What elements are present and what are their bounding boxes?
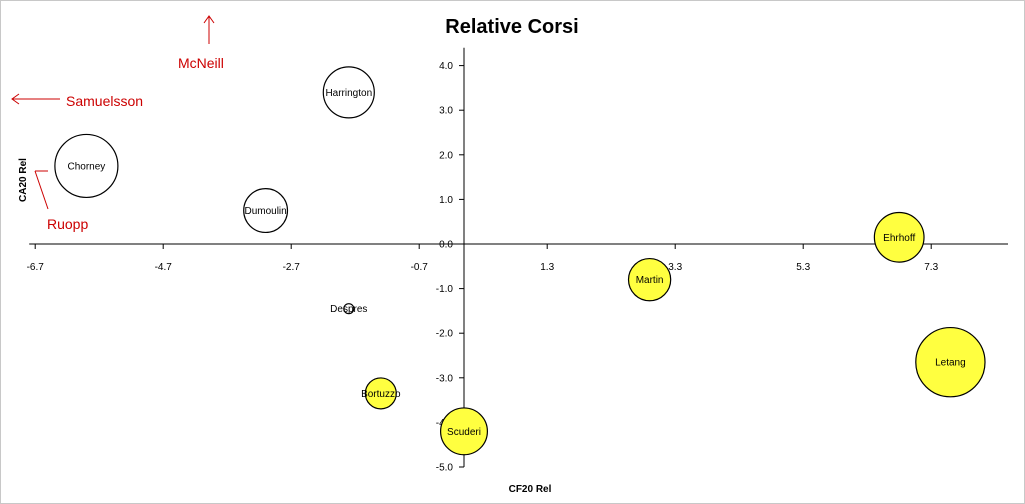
bubble-label: Ehrhoff	[883, 233, 915, 244]
bubbles: Harrington Chorney Dumoulin Despres Bortuzzo…	[54, 66, 986, 456]
x-tick-label: 7.3	[924, 262, 938, 273]
bubble-label: Harrington	[325, 88, 372, 99]
axes: -6.7 -4.7 -2.7 -0.7 1.3 3.3 5.3 7.3 4.0 3.0 2.0 1.0…	[27, 47, 1008, 474]
bubble-circle	[439, 407, 489, 456]
bubble-bortuzzo: Bortuzzo	[361, 377, 401, 410]
x-axis-title: CF20 Rel	[509, 484, 552, 495]
x-tick-label: 1.3	[540, 262, 554, 273]
y-tick-label: 4.0	[439, 61, 453, 72]
x-tick-label: 5.3	[796, 262, 810, 273]
annotation-ruopp: Ruopp	[34, 170, 88, 232]
x-tick-label: -4.7	[155, 262, 173, 273]
bubble-label: Chorney	[67, 161, 105, 172]
bubble-label: Martin	[636, 275, 664, 286]
bubble-circle	[243, 188, 289, 234]
bubble-label: Despres	[330, 304, 367, 315]
x-tick-label: -6.7	[27, 262, 45, 273]
y-tick-label: 3.0	[439, 106, 453, 117]
y-axis-title: CA20 Rel	[18, 158, 29, 202]
bubble-letang: Letang	[915, 326, 986, 398]
x-tick-label: -0.7	[411, 262, 429, 273]
bubble-label: Dumoulin	[244, 206, 286, 217]
y-tick-label: -1.0	[436, 284, 454, 295]
bubble-despres: Despres	[330, 303, 367, 315]
annotation-label: Samuelsson	[66, 93, 143, 109]
bubble-chorney: Chorney	[54, 133, 119, 199]
annotation-label: McNeill	[178, 55, 224, 71]
bubble-circle	[343, 303, 355, 315]
arrow-up-left-icon	[34, 170, 49, 210]
bubble-scuderi: Scuderi	[439, 407, 489, 456]
y-tick-label: 1.0	[439, 195, 453, 206]
y-tick-label: -2.0	[436, 329, 454, 340]
x-tick-label: -2.7	[283, 262, 301, 273]
bubble-circle	[364, 377, 397, 410]
chart-title: Relative Corsi	[445, 16, 578, 38]
annotation-mcneill: McNeill	[178, 15, 224, 71]
bubble-label: Letang	[935, 358, 966, 369]
bubble-circle	[54, 133, 119, 199]
annotation-samuelsson: Samuelsson	[11, 93, 143, 109]
bubble-martin: Martin	[627, 257, 672, 302]
bubble-dumoulin: Dumoulin	[243, 188, 289, 234]
y-tick-label: -3.0	[436, 373, 454, 384]
bubble-ehrhoff: Ehrhoff	[873, 211, 925, 263]
bubble-label: Bortuzzo	[361, 389, 401, 400]
bubble-label: Scuderi	[447, 427, 481, 438]
annotation-label: Ruopp	[47, 216, 88, 232]
bubble-circle	[873, 211, 925, 263]
bubble-harrington: Harrington	[322, 66, 375, 119]
bubble-circle	[322, 66, 375, 119]
bubble-circle	[915, 326, 986, 398]
annotations: McNeill Samuelsson Ruopp	[11, 15, 224, 232]
y-tick-label: 2.0	[439, 150, 453, 161]
bubble-circle	[627, 257, 672, 302]
y-tick-label: 0.0	[439, 240, 453, 251]
arrowhead-icon	[203, 15, 215, 24]
y-tick-label: -5.0	[436, 463, 454, 474]
x-tick-label: 3.3	[668, 262, 682, 273]
arrowhead-icon	[11, 93, 20, 105]
